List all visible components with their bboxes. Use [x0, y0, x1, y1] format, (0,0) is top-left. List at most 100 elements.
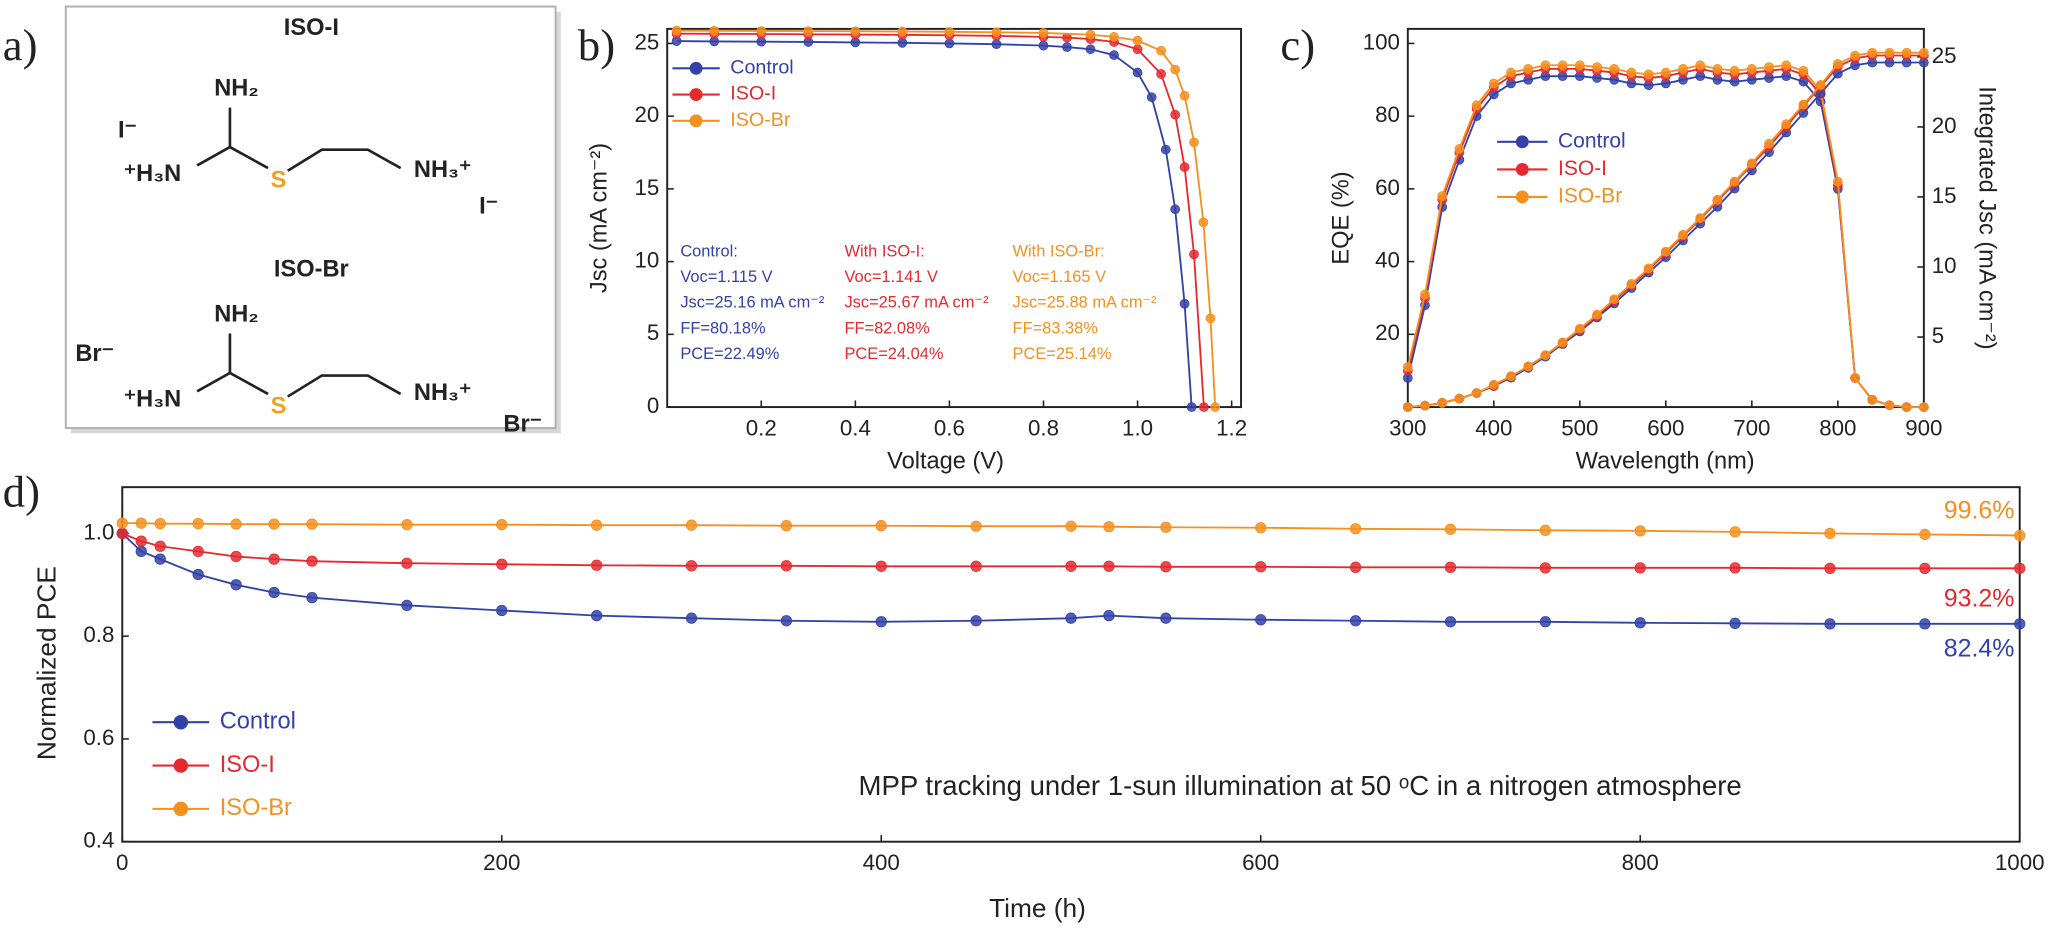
- data-point: [1695, 60, 1706, 71]
- data-point: [116, 517, 128, 529]
- data-point: [709, 25, 720, 36]
- data-point: [1198, 217, 1209, 228]
- x-axis-title: Time (h): [989, 893, 1086, 923]
- y-axis-title: EQE (%): [1328, 171, 1354, 264]
- x-tick-label: 600: [1647, 415, 1684, 440]
- data-point: [1065, 520, 1077, 532]
- data-point: [1746, 158, 1757, 169]
- annotation: PCE=24.04%: [844, 345, 943, 363]
- plot: 300 400 500 600 700 800 900 20 40 60 80 100 5 10 15 20 2…: [1328, 27, 1999, 474]
- data-point: [1678, 229, 1688, 240]
- data-point: [192, 545, 204, 558]
- x-tick-label: 500: [1561, 415, 1598, 440]
- data-point: [401, 557, 413, 569]
- data-point: [1798, 65, 1809, 76]
- y-tick-label: 0: [647, 393, 659, 418]
- data-point: [1065, 560, 1077, 572]
- x-tick-label: 400: [863, 850, 900, 875]
- x-tick-label: 600: [1242, 850, 1279, 875]
- legend-label: ISO-Br: [220, 795, 292, 821]
- data-point: [1815, 80, 1826, 90]
- data-point: [2014, 529, 2026, 542]
- data-point: [230, 579, 242, 591]
- series-line: [121, 532, 2020, 570]
- data-point: [1643, 263, 1654, 274]
- data-point: [1160, 144, 1171, 155]
- data-point: [1179, 90, 1190, 101]
- atom: S: [271, 393, 287, 419]
- data-point: [1444, 561, 1457, 573]
- bonds: [196, 107, 402, 172]
- y2-tick-label: 25: [1932, 43, 1957, 68]
- data-point: [1712, 64, 1723, 74]
- panel-label: a): [3, 20, 38, 70]
- data-point: [1132, 35, 1143, 46]
- annotation: FF=80.18%: [680, 319, 765, 337]
- data-point: [2014, 562, 2026, 574]
- y2-axis-title: Integrated Jsc (mA cm⁻²): [1973, 86, 1999, 349]
- y-tick-label: 10: [634, 248, 659, 273]
- data-point: [1349, 523, 1362, 535]
- data-point: [875, 616, 887, 628]
- annotation: PCE=25.14%: [1013, 345, 1112, 363]
- atom: NH₂: [214, 301, 259, 327]
- data-point: [268, 553, 280, 565]
- data-point: [1085, 44, 1096, 55]
- data-point: [1523, 361, 1534, 372]
- data-point: [685, 560, 698, 572]
- molecule: ISO-I NH₂ ⁺H₃N S NH₃⁺ I⁻ I⁻: [118, 15, 498, 220]
- data-point: [1160, 561, 1172, 573]
- data-point: [154, 540, 166, 552]
- data-point: [401, 519, 413, 531]
- x-tick-label: 1000: [1995, 850, 2045, 875]
- data-point: [1574, 323, 1585, 334]
- data-point: [1179, 298, 1190, 309]
- data-point: [1729, 526, 1741, 538]
- data-point: [1471, 388, 1482, 398]
- data-point: [1919, 528, 1931, 541]
- data-point: [306, 518, 318, 530]
- annotation: Jsc=25.88 mA cm⁻²: [1013, 294, 1158, 312]
- data-point: [991, 27, 1002, 38]
- data-point: [1170, 64, 1181, 75]
- data-point: [1402, 362, 1413, 372]
- x-tick-label: 900: [1905, 415, 1942, 440]
- data-point: [1170, 204, 1181, 215]
- annotation: Voc=1.115 V: [680, 268, 772, 286]
- panel-label: b): [578, 20, 615, 70]
- series: [1402, 64, 1929, 412]
- data-point: [1729, 65, 1740, 76]
- end-label: 82.4%: [1944, 635, 2015, 663]
- data-point: [875, 520, 887, 532]
- molecule-name: ISO-I: [284, 15, 339, 41]
- legend-label: Control: [1558, 129, 1626, 152]
- series: [1402, 71, 1929, 412]
- y2-tick-label: 15: [1932, 183, 1957, 208]
- data-point: [1109, 50, 1119, 60]
- legend-marker: [689, 114, 703, 128]
- legend-label: Control: [220, 708, 296, 734]
- data-point: [991, 39, 1002, 50]
- legend-marker: [1515, 135, 1529, 149]
- x-tick-label: 0.4: [840, 415, 871, 440]
- data-point: [1488, 78, 1499, 89]
- data-point: [1781, 119, 1792, 129]
- structure-box: [64, 5, 557, 430]
- atom: NH₂: [214, 76, 259, 102]
- annotation: PCE=22.49%: [680, 345, 779, 363]
- data-point: [1506, 67, 1516, 78]
- end-label: 93.2%: [1944, 584, 2015, 612]
- data-point: [1850, 50, 1860, 61]
- data-point: [230, 518, 242, 530]
- data-point: [1798, 99, 1809, 110]
- data-point: [1540, 350, 1551, 361]
- data-point: [1729, 176, 1740, 187]
- x-tick-label: 800: [1622, 850, 1659, 875]
- series: [671, 36, 1197, 412]
- data-point: [1454, 144, 1465, 154]
- data-point: [1444, 523, 1457, 535]
- y-tick-label: 0.4: [83, 828, 114, 853]
- data-point: [1186, 402, 1197, 412]
- data-point: [970, 560, 982, 572]
- plot-frame: [666, 27, 1243, 409]
